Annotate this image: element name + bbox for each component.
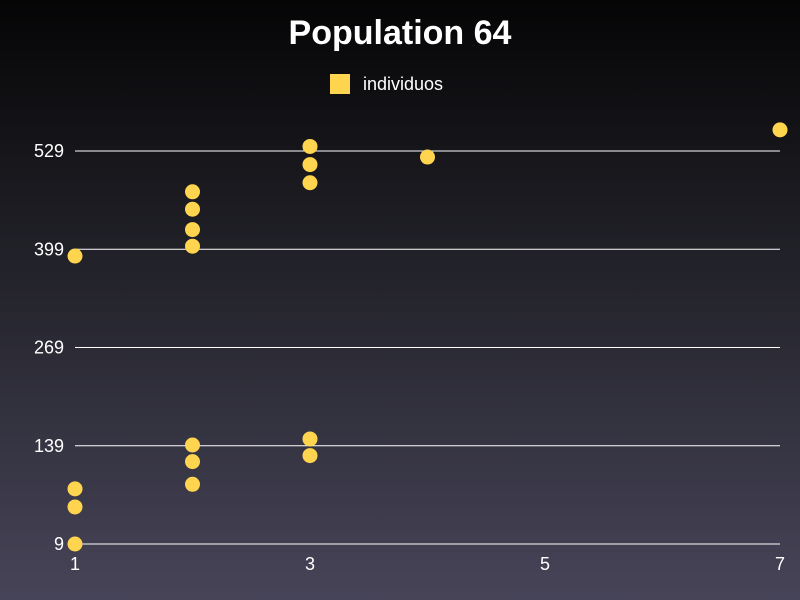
x-tick-label: 3 <box>305 554 315 574</box>
gridlines <box>75 150 780 545</box>
y-tick-label: 269 <box>34 338 64 358</box>
data-point <box>302 175 318 191</box>
y-tick-label: 9 <box>54 534 64 554</box>
data-point <box>302 448 318 464</box>
data-point <box>67 499 83 515</box>
y-tick-label: 139 <box>34 436 64 456</box>
data-point <box>185 222 200 238</box>
x-tick-label: 5 <box>540 554 550 574</box>
data-points <box>67 122 788 552</box>
legend-swatch <box>330 74 350 94</box>
data-point <box>185 454 200 470</box>
data-point <box>67 536 83 552</box>
legend-label-individuos: individuos <box>363 73 444 94</box>
data-point <box>67 481 83 497</box>
data-point <box>185 476 200 492</box>
data-point <box>67 248 83 264</box>
x-tick-label: 1 <box>70 554 80 574</box>
y-tick-label: 399 <box>34 239 64 259</box>
data-point <box>302 138 318 154</box>
data-point <box>185 437 200 453</box>
data-point <box>772 122 788 138</box>
data-point <box>302 157 318 173</box>
chart-title: Population 64 <box>288 14 512 52</box>
x-tick-label: 7 <box>775 554 785 574</box>
y-tick-labels: 9 139 269 399 529 <box>34 141 64 554</box>
data-point <box>185 238 200 254</box>
y-tick-label: 529 <box>34 141 64 161</box>
data-point <box>302 431 318 447</box>
x-tick-labels: 1 3 5 7 <box>70 554 785 574</box>
data-point <box>185 184 200 200</box>
data-point <box>420 149 435 165</box>
data-point <box>185 201 200 217</box>
legend: individuos <box>330 73 443 95</box>
